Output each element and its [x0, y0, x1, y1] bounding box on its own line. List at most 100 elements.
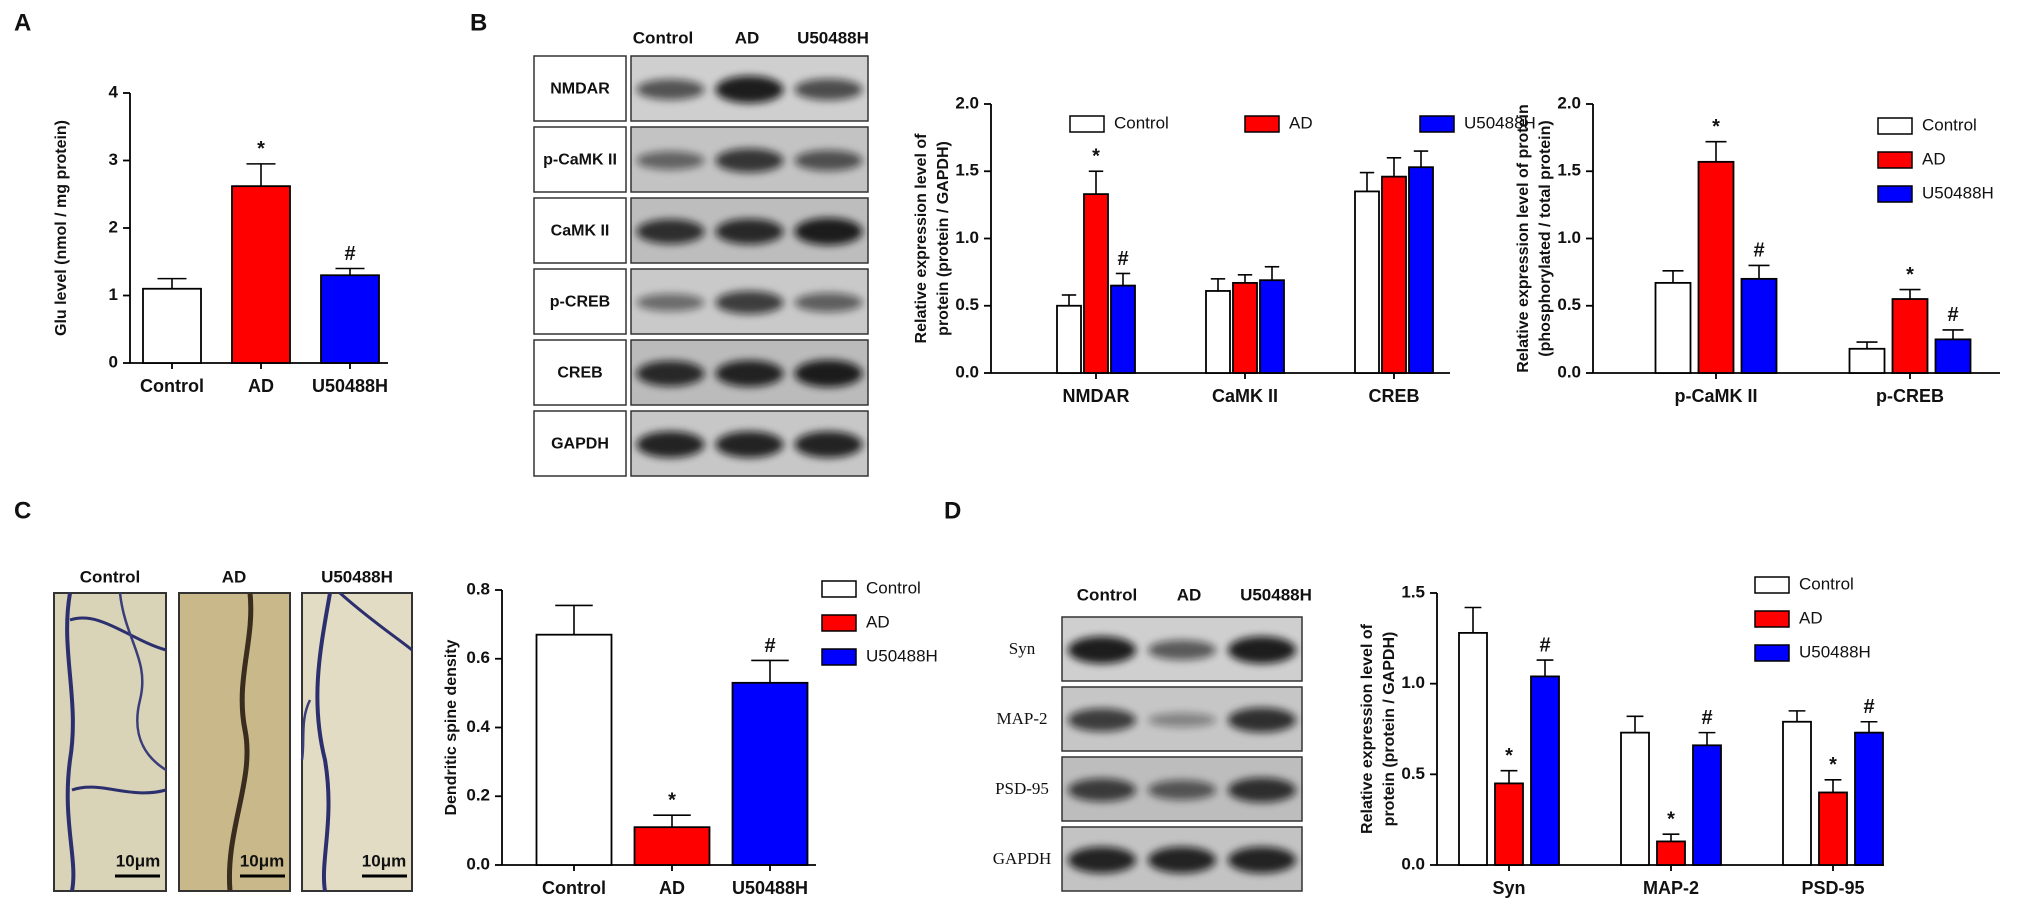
y-tick-label: 1.5: [955, 161, 979, 180]
bar: [1056, 304, 1082, 374]
bar: [731, 681, 809, 866]
error-bar: [1386, 157, 1402, 177]
scale-bar-label: 10μm: [116, 851, 160, 870]
y-tick-label: 0.5: [1401, 764, 1425, 783]
blot-label-box: [533, 339, 627, 406]
blot-row-label: Syn: [1009, 639, 1036, 658]
blot-row-label: MAP-2: [996, 709, 1047, 728]
bar: [1782, 720, 1812, 866]
legend-swatch: [1754, 644, 1790, 662]
bar: [1654, 281, 1692, 374]
bar: [1110, 284, 1136, 374]
blot-band: [794, 217, 863, 246]
bar: [231, 185, 291, 364]
scale-bar-label: 10μm: [240, 851, 284, 870]
error-bar: [1942, 329, 1964, 340]
blot-band: [1228, 846, 1296, 874]
x-tick-label: p-CREB: [1876, 386, 1944, 406]
blot-band: [715, 290, 784, 315]
bar: [142, 287, 202, 364]
blot-row-label: PSD-95: [995, 779, 1049, 798]
panel-label: B: [470, 9, 487, 36]
y-axis-label: Glu level (nmol / mg protein): [53, 120, 70, 336]
significance-marker: #: [1701, 707, 1712, 729]
significance-marker: #: [764, 635, 775, 657]
y-tick-label: 0.6: [466, 648, 490, 667]
blot-band: [636, 79, 705, 100]
legend-label: Control: [866, 578, 921, 597]
error-bar: [1788, 710, 1806, 722]
y-tick-label: 1.5: [1401, 582, 1425, 601]
bar: [320, 274, 380, 364]
error-bar: [1413, 150, 1429, 168]
blot-label-box: [533, 126, 627, 193]
x-tick-label: U50488H: [312, 376, 388, 396]
micrograph: [178, 592, 291, 892]
x-tick-label: Syn: [1492, 878, 1525, 898]
x-tick-label: AD: [248, 376, 274, 396]
bar: [1494, 782, 1524, 866]
blot-band: [794, 431, 863, 458]
y-tick-label: 1.0: [1557, 228, 1581, 247]
legend-label: U50488H: [866, 646, 938, 665]
legend-swatch: [1069, 115, 1105, 133]
legend-swatch: [1877, 117, 1913, 135]
y-tick-label: 2: [109, 217, 118, 236]
blot-band: [794, 78, 863, 101]
significance-marker: *: [257, 138, 265, 160]
y-axis-label: protein (protein / GAPDH): [1381, 632, 1398, 827]
bar: [1656, 840, 1686, 866]
significance-marker: #: [1863, 696, 1874, 718]
error-bar: [1088, 170, 1104, 195]
legend-swatch: [1754, 610, 1790, 628]
blot-band: [1228, 707, 1296, 733]
legend-swatch: [1754, 576, 1790, 594]
x-tick-label: CaMK II: [1212, 386, 1278, 406]
significance-marker: #: [1753, 240, 1764, 262]
significance-marker: #: [1117, 248, 1128, 270]
bar: [1697, 160, 1735, 374]
legend-label: AD: [1289, 113, 1313, 132]
blot-band: [1148, 640, 1216, 660]
blot-band: [1228, 777, 1296, 803]
y-tick-label: 2.0: [1557, 93, 1581, 112]
blot-band: [794, 292, 863, 313]
lane-label: AD: [735, 28, 760, 47]
bar: [535, 633, 613, 866]
blot-band: [715, 218, 784, 245]
y-tick-label: 0.5: [955, 295, 979, 314]
y-tick-label: 0.0: [466, 854, 490, 873]
significance-marker: #: [1947, 304, 1958, 326]
significance-marker: *: [1712, 116, 1720, 138]
micrograph-label: Control: [80, 567, 140, 586]
bar: [1083, 193, 1109, 374]
error-bar: [1500, 769, 1518, 784]
x-tick-label: AD: [659, 878, 685, 898]
blot-band: [1068, 846, 1136, 874]
blot-label-box: [533, 268, 627, 335]
error-bar: [1264, 265, 1280, 281]
blot-row-label: CaMK II: [551, 223, 610, 240]
bar: [1818, 791, 1848, 866]
significance-marker: *: [668, 789, 676, 811]
blot-band: [636, 219, 705, 244]
error-bar: [246, 163, 276, 187]
panel-label: A: [14, 9, 31, 36]
blot-band: [1068, 708, 1136, 732]
error-bar: [555, 604, 593, 635]
significance-marker: *: [1667, 808, 1675, 830]
y-axis-label: Dendritic spine density: [443, 639, 460, 815]
legend-swatch: [821, 580, 857, 598]
blot-band: [1148, 846, 1216, 874]
error-bar: [1237, 274, 1253, 283]
lane-label: AD: [1177, 585, 1202, 604]
error-bar: [1705, 140, 1727, 162]
bar: [1458, 631, 1488, 866]
significance-marker: *: [1829, 754, 1837, 776]
error-bar: [1698, 731, 1716, 746]
y-axis-label: (phosphorylated / total protein): [1537, 120, 1554, 356]
blot-row-label: CREB: [557, 365, 602, 382]
blot-label-box: [533, 410, 627, 477]
error-bar: [653, 814, 691, 828]
scale-bar-label: 10μm: [362, 851, 406, 870]
